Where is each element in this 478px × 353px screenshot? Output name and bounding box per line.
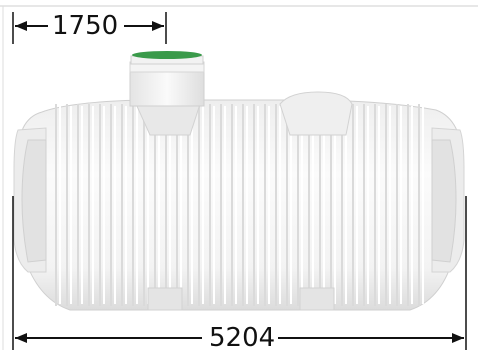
- tank-ridges: [55, 104, 424, 306]
- dimension-riser-offset: [12, 12, 167, 44]
- dimension-overall-length: [12, 196, 467, 350]
- tank-body: [13, 91, 465, 311]
- overall-length-label: 5204: [206, 324, 279, 352]
- riser: [129, 51, 205, 107]
- riser-offset-label: 1750: [49, 12, 122, 40]
